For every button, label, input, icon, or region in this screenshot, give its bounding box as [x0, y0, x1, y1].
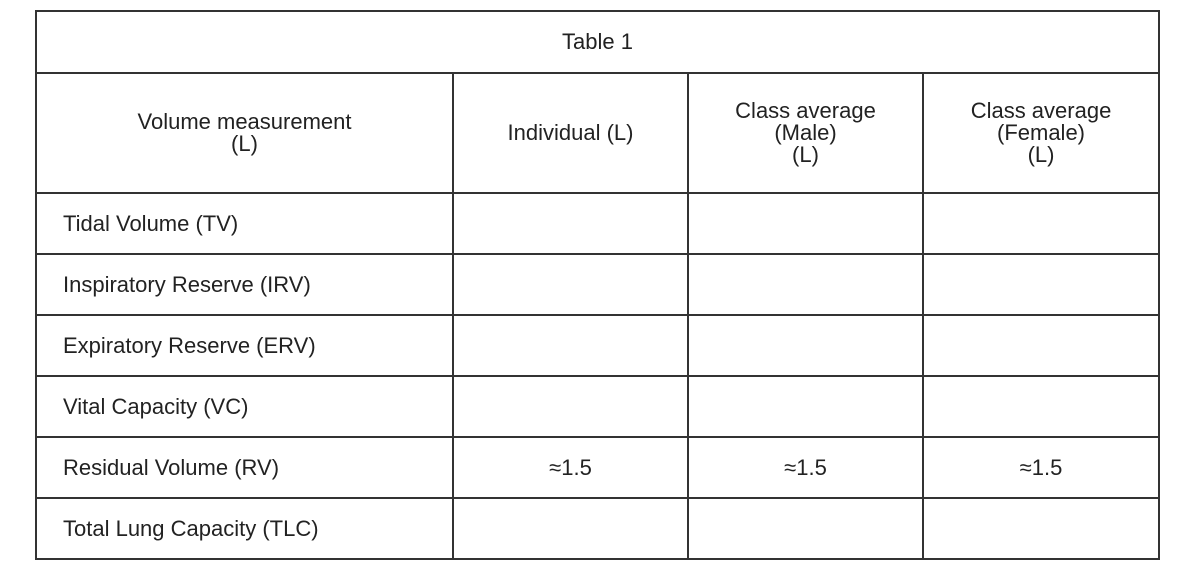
cell: ≈1.5 — [687, 436, 924, 499]
cell — [921, 497, 1161, 560]
title-row: Table 1 — [34, 10, 1161, 74]
header-line: Individual (L) — [507, 120, 634, 145]
table-row: Residual Volume (RV) ≈1.5 ≈1.5 ≈1.5 — [35, 436, 1161, 499]
header-row: Volume measurement (L) Individual (L) Class… — [35, 72, 1161, 194]
cell — [687, 375, 924, 438]
header-line: Class average — [735, 98, 876, 123]
row-label: Residual Volume (RV) — [35, 436, 454, 499]
header-line: Volume measurement — [137, 109, 352, 134]
table-row: Expiratory Reserve (ERV) — [35, 314, 1161, 377]
cell — [921, 192, 1161, 255]
table-body: Tidal Volume (TV) Inspiratory Reserve (IR… — [35, 192, 1161, 560]
cell: ≈1.5 — [921, 436, 1161, 499]
table-row: Inspiratory Reserve (IRV) — [35, 253, 1161, 316]
cell — [921, 375, 1161, 438]
cell — [452, 497, 689, 560]
column-header: Individual (L) — [452, 72, 689, 194]
cell — [452, 253, 689, 316]
table-row: Tidal Volume (TV) — [35, 192, 1161, 255]
cell — [452, 375, 689, 438]
header-line: (L) — [792, 142, 819, 167]
cell — [921, 314, 1161, 377]
column-header: Class average (Female) (L) — [921, 72, 1161, 194]
cell — [452, 192, 689, 255]
cell — [687, 253, 924, 316]
header-line: (Female) — [997, 120, 1086, 145]
cell — [921, 253, 1161, 316]
cell — [687, 314, 924, 377]
row-label: Expiratory Reserve (ERV) — [35, 314, 454, 377]
column-header: Volume measurement (L) — [35, 72, 454, 194]
row-label: Total Lung Capacity (TLC) — [35, 497, 454, 560]
cell: ≈1.5 — [452, 436, 689, 499]
header-line: Class average — [970, 98, 1112, 123]
header-line: (L) — [231, 131, 258, 156]
row-label: Vital Capacity (VC) — [35, 375, 454, 438]
row-label: Tidal Volume (TV) — [35, 192, 454, 255]
cell — [687, 192, 924, 255]
column-header: Class average (Male) (L) — [687, 72, 924, 194]
cell — [687, 497, 924, 560]
header-line: (L) — [1027, 142, 1055, 167]
cell — [452, 314, 689, 377]
data-table: Table 1 Volume measurement (L) Individual … — [34, 10, 1161, 560]
table-title: Table 1 — [34, 10, 1161, 74]
table-row: Total Lung Capacity (TLC) — [35, 497, 1161, 560]
row-label: Inspiratory Reserve (IRV) — [35, 253, 454, 316]
header-line: (Male) — [774, 120, 837, 145]
table-row: Vital Capacity (VC) — [35, 375, 1161, 438]
